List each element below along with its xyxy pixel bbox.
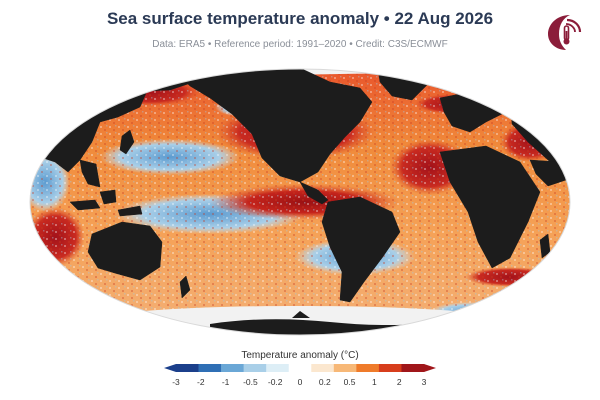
colorbar-tick-label: 0 — [297, 377, 303, 387]
colorbar-tick-label: -2 — [197, 377, 205, 387]
world-sst-anomaly-map — [29, 68, 571, 336]
colorbar-tick-label: 0.5 — [343, 377, 356, 387]
colorbar-segment — [401, 364, 425, 372]
colorbar-tick-label: 0.2 — [318, 377, 331, 387]
colorbar-segment — [266, 364, 290, 372]
thermometer-drop-logo — [548, 15, 582, 50]
colorbar-tick-label: -3 — [172, 377, 180, 387]
colorbar-tick-label: 2 — [396, 377, 402, 387]
colorbar-tick-label: 3 — [421, 377, 427, 387]
colorbar-segment — [378, 364, 402, 372]
colorbar-segment — [221, 364, 244, 372]
colorbar-segment — [288, 364, 312, 372]
colorbar-segment — [333, 364, 357, 372]
colorbar-tick-label: -0.2 — [267, 377, 283, 387]
page-title: Sea surface temperature anomaly • 22 Aug… — [106, 9, 494, 28]
colorbar-arrow-left — [164, 364, 176, 372]
colorbar-tick-label: -1 — [221, 377, 230, 387]
colorbar-segment — [356, 364, 380, 372]
colorbar-tick-label: -0.5 — [243, 377, 258, 387]
colorbar-segment — [198, 364, 222, 372]
colorbar-tick-label: 1 — [372, 377, 377, 387]
colorbar-segment — [243, 364, 267, 372]
page-subtitle: Data: ERA5 • Reference period: 1991–2020… — [152, 39, 448, 50]
colorbar-segment — [311, 364, 335, 372]
legend-title: Temperature anomaly (°C) — [241, 350, 359, 361]
colorbar — [164, 364, 436, 372]
colorbar-ticks: -3 -2 -1 -0.5 -0.2 0 0.2 0.5 1 2 3 — [172, 377, 426, 389]
colorbar-arrow-right — [424, 364, 436, 372]
colorbar-segment — [176, 364, 199, 372]
